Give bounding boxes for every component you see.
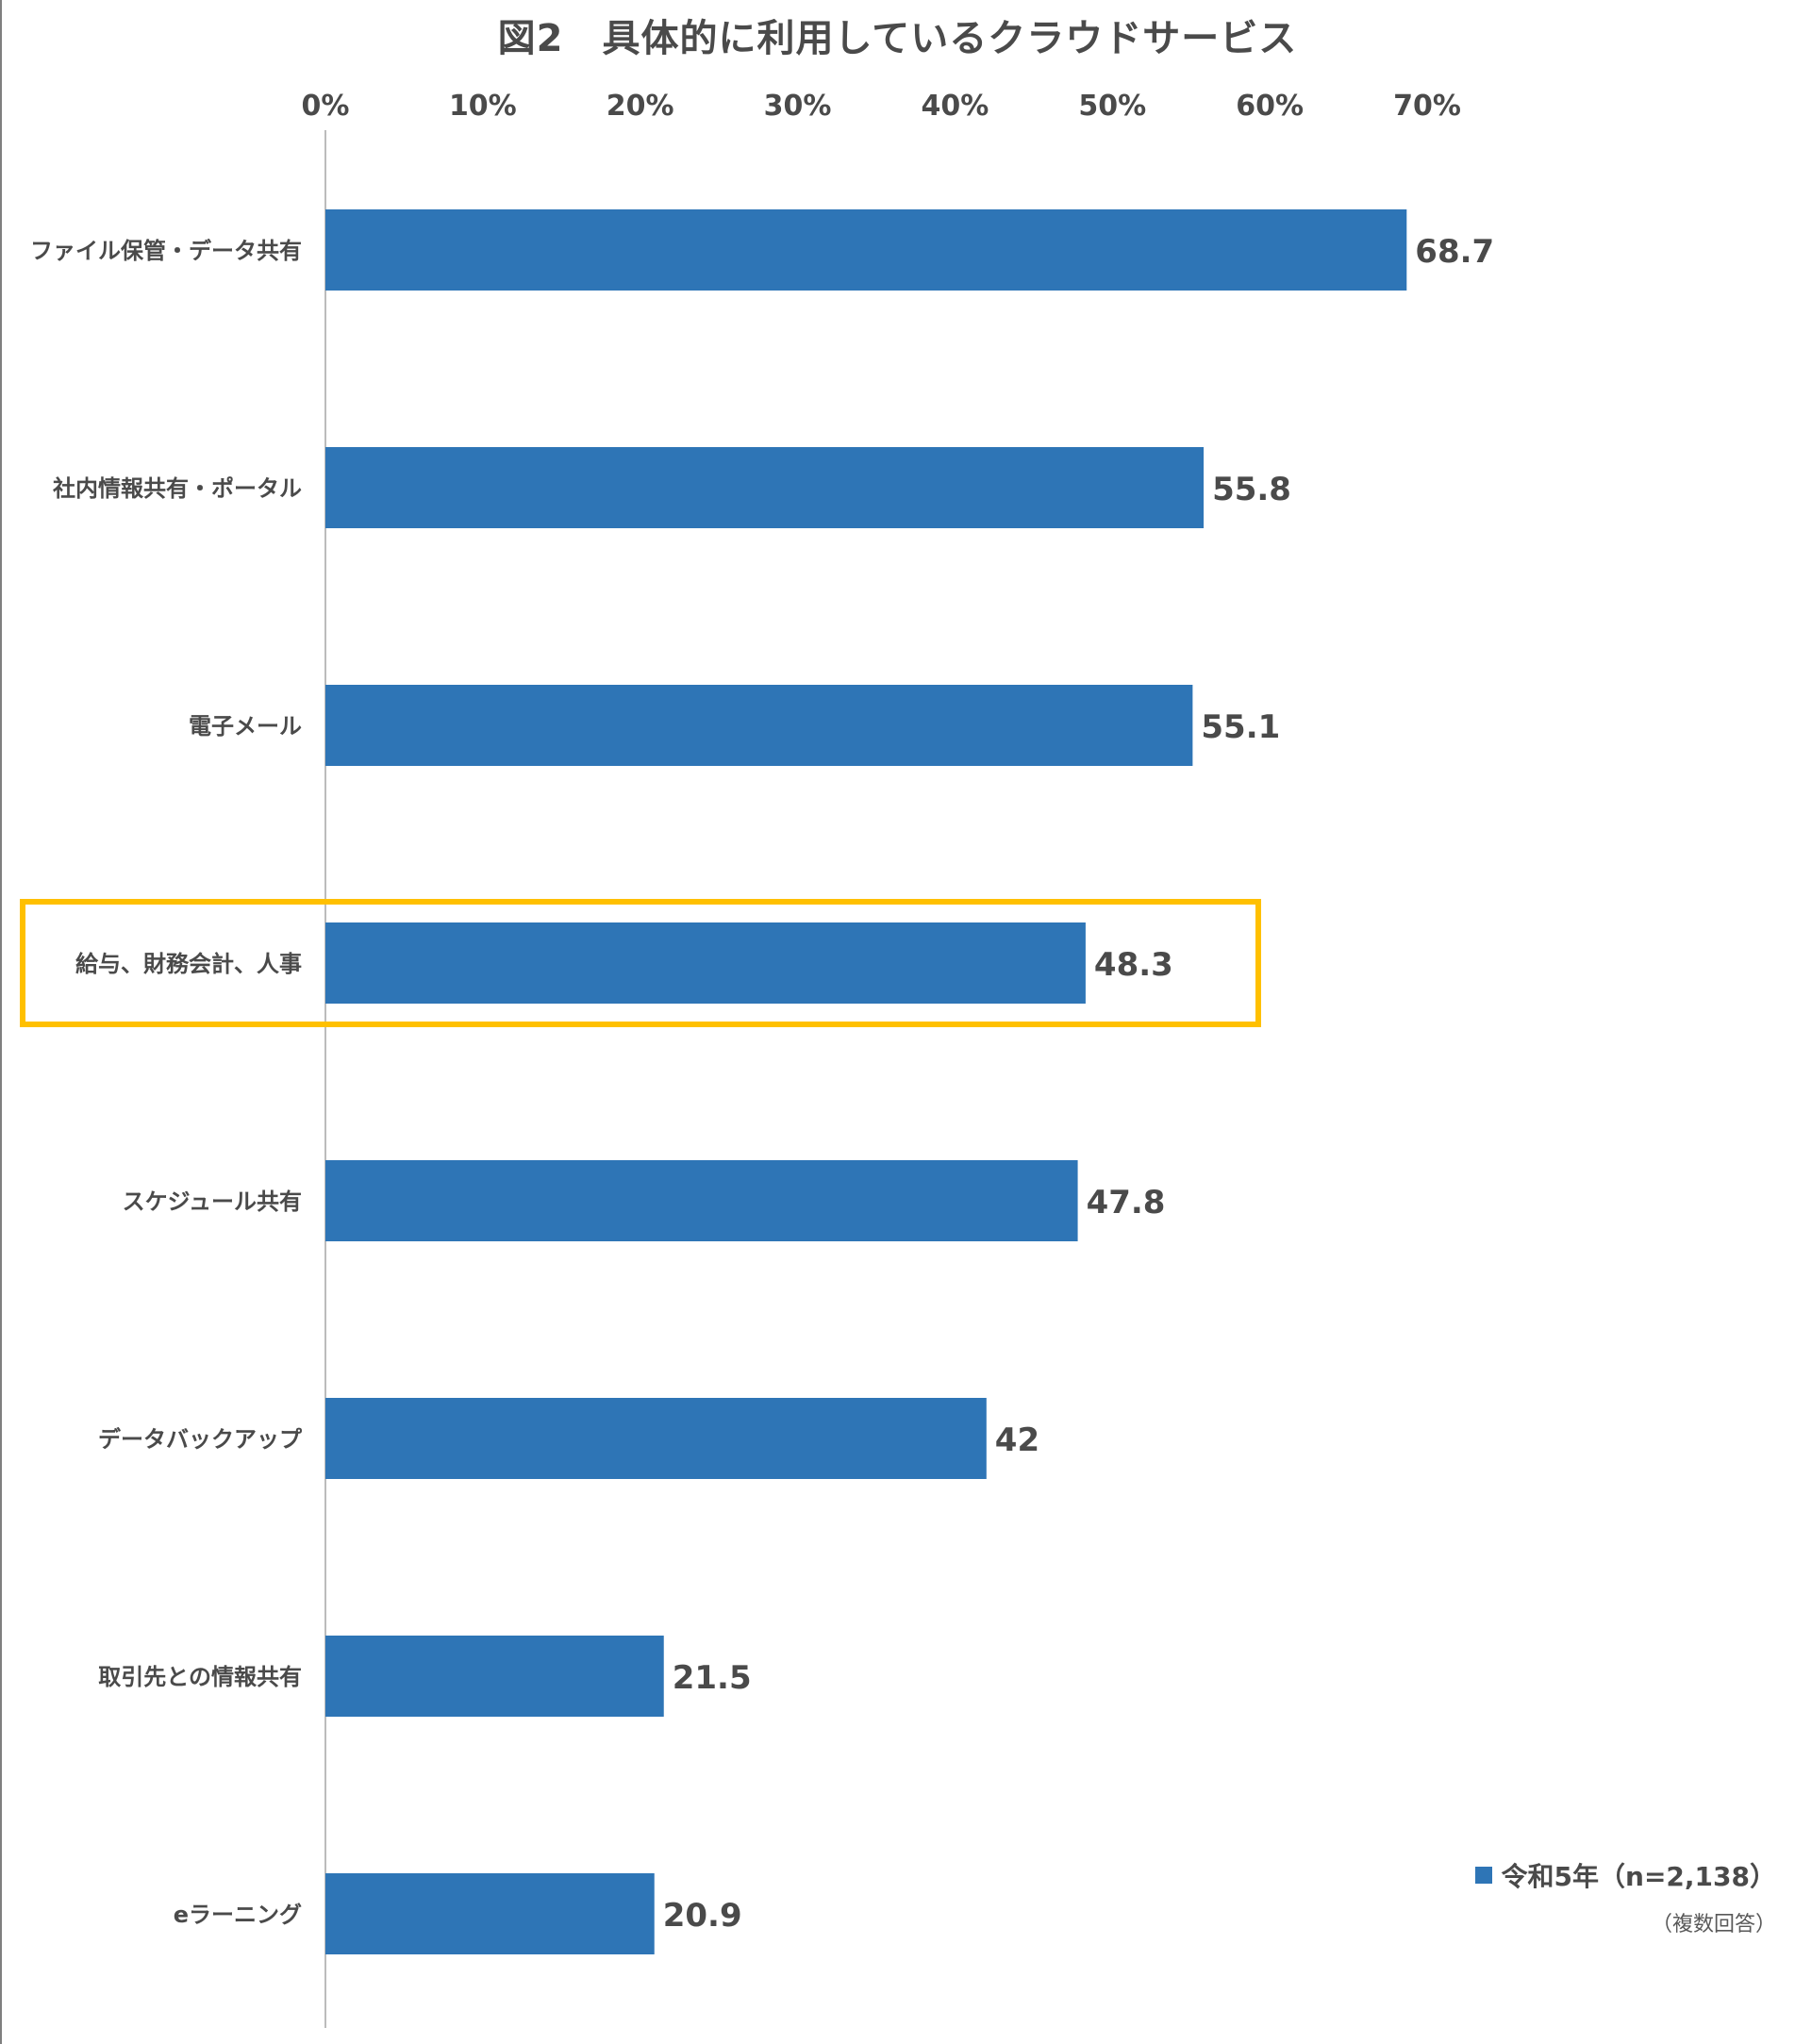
bar <box>325 1160 1078 1241</box>
data-label: 68.7 <box>1415 233 1494 271</box>
category-label: 取引先との情報共有 <box>98 1664 302 1690</box>
bar <box>325 1398 987 1479</box>
legend-swatch-icon <box>1474 1867 1492 1884</box>
data-label: 21.5 <box>673 1659 752 1697</box>
category-label: 社内情報共有・ポータル <box>53 475 302 502</box>
x-tick-label: 0% <box>302 90 350 123</box>
x-tick-label: 50% <box>1078 90 1146 123</box>
category-label: 電子メール <box>189 713 302 739</box>
x-tick-label: 60% <box>1236 90 1304 123</box>
category-label: 給与、財務会計、人事 <box>75 951 302 977</box>
left-edge-line <box>0 0 2 2044</box>
category-label: ファイル保管・データ共有 <box>30 238 302 264</box>
legend-note: （複数回答） <box>1651 1913 1776 1936</box>
data-label: 55.8 <box>1212 471 1291 508</box>
x-tick-label: 30% <box>764 90 832 123</box>
x-tick-label: 20% <box>607 90 674 123</box>
highlight-box <box>20 899 1261 1027</box>
data-label: 47.8 <box>1087 1184 1166 1221</box>
legend-label: 令和5年（n=2,138） <box>1501 1861 1776 1892</box>
chart-title: 図2 具体的に利用しているクラウドサービス <box>497 17 1298 60</box>
x-tick-label: 70% <box>1393 90 1461 123</box>
bar <box>325 209 1407 291</box>
data-label: 42 <box>995 1421 1039 1459</box>
category-label: eラーニング <box>174 1902 302 1928</box>
category-label: データバックアップ <box>98 1426 303 1453</box>
data-label: 20.9 <box>663 1897 742 1935</box>
legend: 令和5年（n=2,138） （複数回答） <box>1474 1856 1776 1937</box>
x-tick-label: 40% <box>922 90 989 123</box>
data-label: 48.3 <box>1094 946 1173 984</box>
bar <box>325 1873 655 1954</box>
x-tick-label: 10% <box>449 90 517 123</box>
data-label: 55.1 <box>1201 708 1280 746</box>
category-label: スケジュール共有 <box>123 1188 302 1215</box>
bar <box>325 922 1086 1004</box>
bar <box>325 1636 664 1717</box>
bar <box>325 685 1193 766</box>
legend-item: 令和5年（n=2,138） <box>1474 1856 1776 1894</box>
bar <box>325 447 1205 528</box>
